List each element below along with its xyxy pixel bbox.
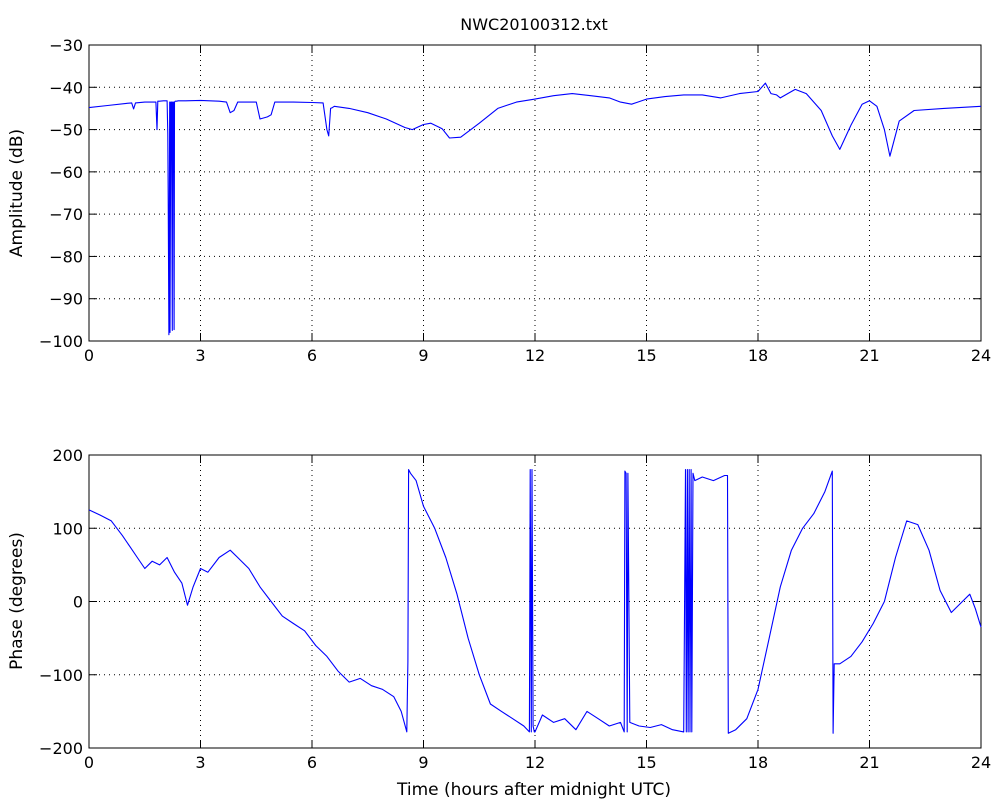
phase-x-tick-label: 6	[307, 753, 317, 772]
amplitude-y-tick-label: −90	[49, 290, 83, 309]
amplitude-y-tick-label: −100	[39, 332, 83, 351]
phase-y-tick-label: 100	[52, 519, 83, 538]
phase-y-tick-label: 0	[73, 593, 83, 612]
amplitude-plot-area	[88, 44, 982, 342]
amplitude-tick-marks	[88, 44, 982, 342]
amplitude-x-tick-label: 0	[84, 346, 94, 365]
amplitude-y-tick-labels: −30 −40 −50 −60 −70 −80 −90 −100	[39, 36, 83, 351]
phase-x-tick-label: 15	[636, 753, 656, 772]
phase-x-tick-label: 24	[971, 753, 991, 772]
phase-series-line	[88, 469, 982, 734]
amplitude-y-tick-label: −60	[49, 163, 83, 182]
phase-y-axis-label: Phase (degrees)	[7, 532, 27, 670]
phase-x-axis-label: Time (hours after midnight UTC)	[396, 780, 671, 800]
amplitude-y-axis-label: Amplitude (dB)	[7, 129, 27, 257]
amplitude-x-tick-label: 6	[307, 346, 317, 365]
amplitude-x-tick-label: 24	[971, 346, 991, 365]
phase-y-tick-label: 200	[52, 446, 83, 465]
amplitude-x-tick-label: 15	[636, 346, 656, 365]
amplitude-y-tick-label: −70	[49, 205, 83, 224]
phase-x-tick-label: 18	[748, 753, 768, 772]
amplitude-y-tick-label: −40	[49, 78, 83, 97]
amplitude-x-tick-label: 21	[859, 346, 879, 365]
amplitude-grid	[89, 45, 981, 341]
phase-x-tick-label: 12	[525, 753, 545, 772]
phase-y-tick-labels: 200 100 0 −100 −200	[39, 446, 83, 758]
phase-x-tick-label: 0	[84, 753, 94, 772]
amplitude-x-tick-label: 18	[748, 346, 768, 365]
phase-grid	[89, 455, 981, 748]
amplitude-x-tick-labels: 0 3 6 9 12 15 18 21 24	[84, 346, 991, 365]
phase-y-tick-label: −100	[39, 666, 83, 685]
amplitude-y-tick-label: −50	[49, 121, 83, 140]
amplitude-y-tick-label: −30	[49, 36, 83, 55]
phase-chart: 0 3 6 9 12 15 18 21 24 200 100 0 −100 −200 Phase (de…	[7, 446, 991, 800]
phase-x-tick-label: 21	[859, 753, 879, 772]
amplitude-y-tick-label: −80	[49, 247, 83, 266]
amplitude-chart: NWC20100312.txt 0 3 6 9 12 15 18 21 24 −30 −40 −50…	[7, 15, 991, 365]
phase-x-tick-labels: 0 3 6 9 12 15 18 21 24	[84, 753, 991, 772]
amplitude-series-line	[88, 82, 982, 336]
phase-x-tick-label: 3	[195, 753, 205, 772]
amplitude-x-tick-label: 9	[418, 346, 428, 365]
amplitude-x-tick-label: 12	[525, 346, 545, 365]
phase-y-tick-label: −200	[39, 739, 83, 758]
chart-title: NWC20100312.txt	[460, 15, 608, 34]
phase-tick-marks	[88, 454, 982, 749]
phase-x-tick-label: 9	[418, 753, 428, 772]
amplitude-x-tick-label: 3	[195, 346, 205, 365]
